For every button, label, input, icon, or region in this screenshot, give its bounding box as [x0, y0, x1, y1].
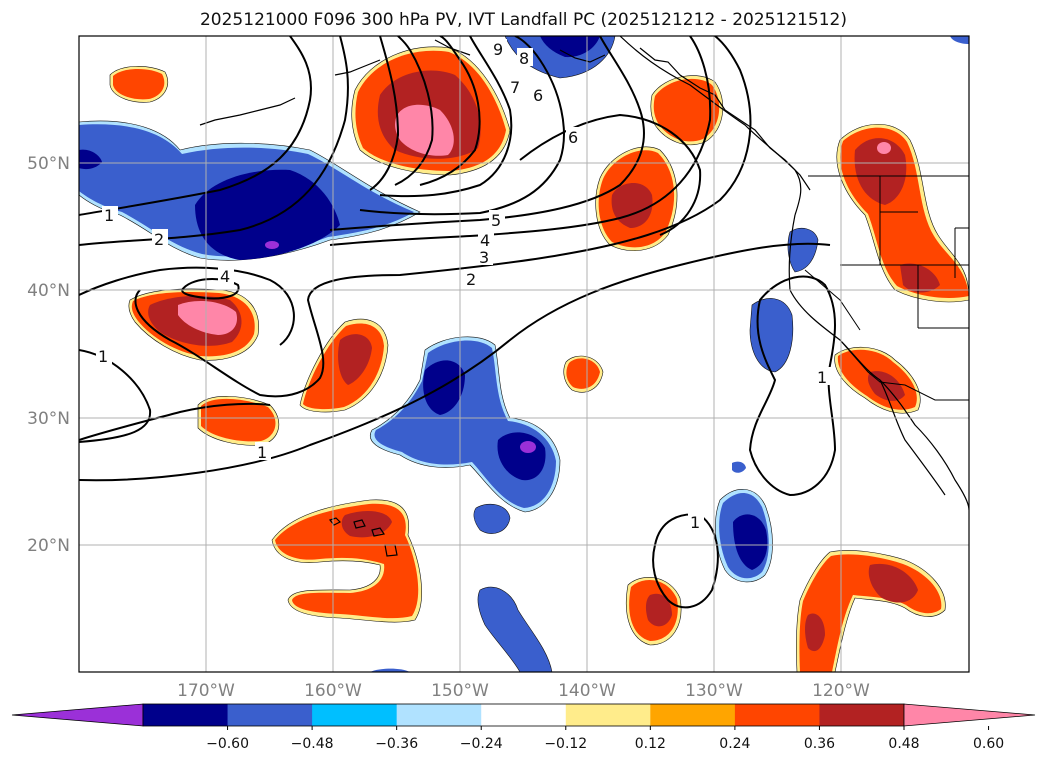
contour-label: 6: [566, 127, 582, 147]
svg-text:2: 2: [154, 230, 164, 249]
contour-label: 9: [491, 39, 507, 59]
svg-text:3: 3: [479, 248, 489, 267]
colorbar-segment: [227, 704, 313, 726]
lat-label: 50°N: [27, 154, 70, 174]
latitude-labels: 50°N 40°N 30°N 20°N: [27, 154, 70, 556]
colorbar-tick-label: −0.60: [206, 736, 249, 752]
svg-text:8: 8: [519, 49, 529, 68]
colorbar-segment: [312, 704, 398, 726]
svg-text:5: 5: [491, 211, 501, 230]
colorbar-tick-label: 0.48: [888, 736, 919, 752]
negative-anomaly-fields: [79, 36, 969, 672]
contour-label: 1: [688, 512, 704, 532]
svg-text:1: 1: [257, 443, 267, 462]
colorbar-right-arrow: [903, 703, 1036, 727]
colorbar-segment: [143, 704, 229, 726]
svg-text:4: 4: [220, 267, 230, 286]
colorbar-segment: [396, 704, 482, 726]
contour-label: 1: [255, 442, 271, 462]
colorbar-segments: [142, 703, 905, 727]
svg-text:6: 6: [533, 86, 543, 105]
colorbar-tick-label: −0.36: [375, 736, 418, 752]
contour-label: 3: [477, 247, 493, 267]
lat-label: 20°N: [27, 536, 70, 556]
lon-label: 160°W: [304, 681, 362, 701]
lon-label: 130°W: [685, 681, 743, 701]
contour-label: 4: [478, 230, 494, 250]
svg-text:2: 2: [466, 270, 476, 289]
svg-text:4: 4: [480, 231, 490, 250]
svg-text:6: 6: [568, 128, 578, 147]
coastlines: [199, 36, 969, 557]
colorbar-segment: [819, 704, 905, 726]
colorbar-segment: [565, 704, 651, 726]
lon-label: 140°W: [558, 681, 616, 701]
map-frame: [78, 35, 970, 673]
colorbar-ticks: −0.60 −0.48 −0.36 −0.24 −0.12 0.12 0.24 0.36 0.4…: [206, 726, 1004, 752]
colorbar-tick-label: 0.36: [804, 736, 835, 752]
lon-label: 120°W: [812, 681, 870, 701]
gridlines: [79, 36, 969, 672]
colorbar-segment: [650, 704, 736, 726]
colorbar-tick-label: −0.24: [460, 736, 503, 752]
colorbar-tick-label: −0.12: [544, 736, 587, 752]
political-borders: [804, 175, 969, 401]
colorbar: −0.60 −0.48 −0.36 −0.24 −0.12 0.12 0.24 0.36 0.4…: [11, 703, 1036, 752]
svg-text:1: 1: [104, 206, 114, 225]
colorbar-left-arrow: [11, 703, 144, 727]
lat-label: 40°N: [27, 281, 70, 301]
colorbar-tick-label: 0.24: [719, 736, 750, 752]
contour-label: 6: [531, 85, 547, 105]
contour-label: 1: [96, 346, 112, 366]
contour-label: 4: [218, 266, 234, 286]
svg-text:7: 7: [510, 78, 520, 97]
lon-label: 170°W: [177, 681, 235, 701]
longitude-labels: 170°W 160°W 150°W 140°W 130°W 120°W: [177, 681, 870, 701]
colorbar-tick-label: 0.60: [973, 736, 1004, 752]
colorbar-segment: [734, 704, 820, 726]
contour-lines: [79, 36, 837, 609]
svg-text:9: 9: [493, 40, 503, 59]
colorbar-tick-label: −0.48: [291, 736, 334, 752]
svg-text:1: 1: [690, 513, 700, 532]
contour-label: 2: [152, 229, 168, 249]
lat-label: 30°N: [27, 409, 70, 429]
contour-label: 7: [508, 77, 524, 97]
contour-label: 1: [815, 367, 831, 387]
contour-label: 2: [464, 269, 480, 289]
map-title: 2025121000 F096 300 hPa PV, IVT Landfall…: [199, 10, 847, 30]
svg-text:1: 1: [817, 368, 827, 387]
svg-text:1: 1: [98, 347, 108, 366]
lon-label: 150°W: [431, 681, 489, 701]
contour-label-group: 1 2 4 1 1 5 4 3 2 6 6 7 8 9 1 1: [96, 39, 831, 532]
contour-label: 1: [102, 206, 118, 225]
contour-label: 8: [517, 48, 533, 68]
colorbar-tick-label: 0.12: [635, 736, 666, 752]
contour-label: 5: [489, 210, 505, 230]
colorbar-segment: [481, 704, 567, 726]
